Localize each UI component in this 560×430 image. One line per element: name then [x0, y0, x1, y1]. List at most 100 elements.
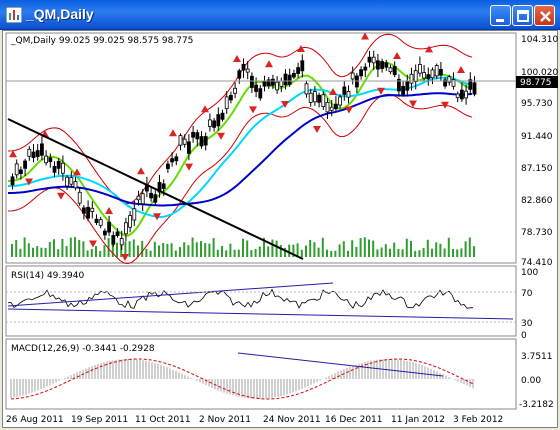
volume-bar	[435, 242, 438, 257]
volume-bar	[174, 250, 177, 257]
candle-body	[371, 56, 376, 64]
rsi-panel[interactable]	[5, 265, 517, 337]
volume-bar	[242, 238, 244, 257]
candle-body	[140, 193, 145, 205]
fractal-arrow	[57, 192, 65, 200]
candle-body	[409, 73, 414, 84]
volume-bar	[313, 242, 316, 257]
volume-bar	[456, 249, 459, 257]
candle-body	[304, 83, 309, 95]
volume-bar	[296, 243, 299, 257]
price-chart-canvas[interactable]: _QM,Daily 99.025 99.025 98.575 98.775 RS…	[3, 31, 559, 429]
time-label: 19 Sep 2011	[71, 415, 128, 425]
fractal-arrow	[409, 100, 417, 108]
volume-bar	[237, 249, 240, 257]
volume-bar	[86, 250, 89, 257]
volume-bar	[158, 245, 160, 257]
macd-trendline[interactable]	[237, 352, 444, 377]
candle-body	[249, 75, 254, 88]
candle-body	[98, 219, 103, 226]
volume-bar	[338, 244, 341, 257]
minimize-button[interactable]	[490, 5, 511, 26]
rsi-trendline-flat[interactable]	[7, 308, 514, 320]
candle-body	[111, 235, 116, 245]
volume-bar	[103, 245, 106, 257]
volume-bar	[137, 245, 139, 257]
candle-body	[216, 114, 221, 127]
candle-body	[119, 238, 124, 246]
rsi-level: 0	[521, 331, 527, 341]
candle-body	[346, 91, 351, 98]
candle-body	[170, 158, 175, 163]
price-label: 100.020	[521, 68, 558, 78]
candle-body	[375, 60, 380, 70]
candle-body	[31, 151, 36, 158]
price-label: 87.150	[521, 164, 553, 174]
fractal-arrow	[185, 163, 193, 171]
trendline-down[interactable]	[7, 118, 304, 260]
volume-bar	[389, 248, 391, 257]
price-label: 74.410	[521, 258, 553, 268]
volume-bar	[426, 239, 429, 257]
candle-body	[44, 155, 48, 164]
volume-bar	[397, 248, 400, 257]
candle-body	[35, 150, 40, 157]
volume-bar	[414, 250, 417, 257]
candle-body	[23, 160, 28, 169]
fractal-arrow	[425, 45, 433, 53]
candle-body	[388, 67, 393, 73]
rsi-trendline-up[interactable]	[7, 282, 334, 307]
candle-body	[291, 72, 296, 78]
window-titlebar: _QM,Daily	[0, 0, 560, 30]
volume-bar	[355, 246, 358, 257]
candle-body	[149, 192, 154, 199]
candle-body	[94, 218, 99, 224]
candle-body	[405, 80, 410, 91]
main-chart-panel[interactable]	[5, 32, 517, 264]
volume-bar	[376, 249, 379, 257]
candle-body	[283, 73, 288, 86]
candle-body	[413, 70, 418, 82]
volume-bar	[36, 246, 39, 257]
candle-body	[136, 195, 141, 201]
price-label: 91.440	[521, 132, 553, 142]
fractal-arrow	[281, 101, 289, 108]
volume-bar	[124, 241, 127, 257]
candle-body	[90, 207, 95, 212]
candle-body	[455, 93, 460, 99]
fractal-arrow	[313, 126, 321, 133]
candle-body	[165, 163, 170, 169]
current-price-badge	[516, 76, 558, 88]
volume-bar	[183, 242, 186, 257]
candle-body	[207, 119, 212, 127]
ma-slow-line	[8, 92, 473, 207]
price-label: 104.310	[521, 35, 558, 45]
volume-bar	[363, 237, 366, 257]
volume-bar	[271, 239, 274, 257]
close-button[interactable]	[534, 5, 555, 26]
candle-body	[186, 141, 191, 154]
candle-body	[262, 80, 267, 87]
fractal-arrow	[393, 52, 401, 59]
volume-bar	[305, 245, 307, 257]
volume-bar	[233, 249, 236, 257]
fractal-arrow	[377, 87, 385, 95]
volume-bar	[82, 241, 85, 257]
volume-bar	[191, 237, 194, 257]
candle-body	[338, 96, 343, 106]
candle-body	[333, 103, 338, 110]
chart-app-icon	[6, 7, 22, 23]
candle-body	[228, 95, 233, 101]
chart-window[interactable]: _QM,Daily 99.025 99.025 98.575 98.775 RS…	[2, 30, 558, 428]
fractal-arrow	[121, 253, 129, 261]
volume-bar	[330, 250, 333, 257]
candle-body	[48, 157, 53, 163]
candle-body	[178, 135, 183, 146]
candle-body	[254, 84, 259, 92]
volume-bar	[321, 237, 324, 257]
time-label: 26 Aug 2011	[6, 415, 64, 425]
candle-body	[241, 63, 246, 71]
volume-bar	[69, 237, 72, 257]
maximize-button[interactable]	[512, 5, 533, 26]
candle-body	[245, 68, 250, 73]
